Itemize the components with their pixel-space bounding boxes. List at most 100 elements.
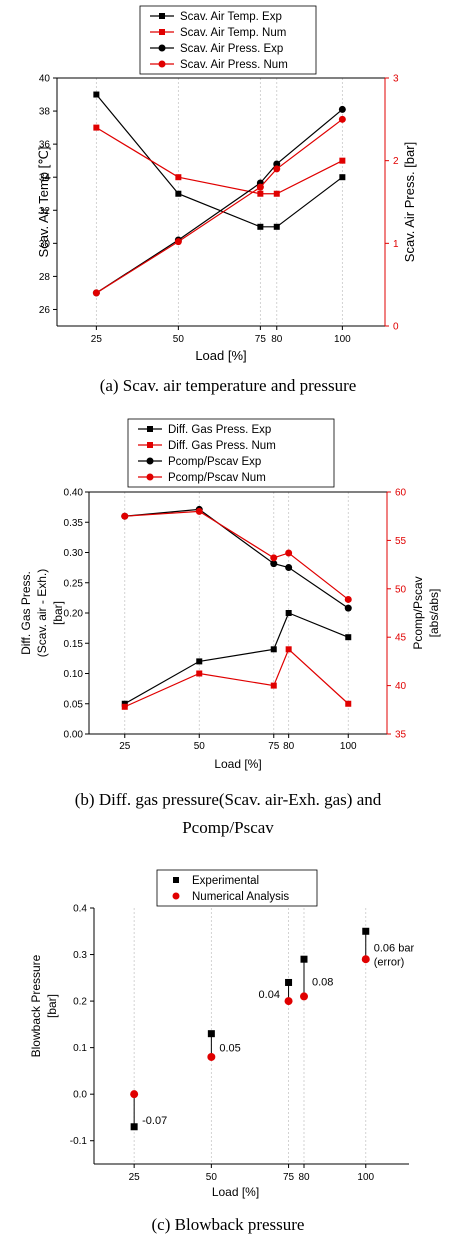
a-data-point bbox=[175, 174, 182, 181]
c-data-point bbox=[361, 955, 370, 964]
b-y-tick-label: 0.05 bbox=[64, 699, 84, 710]
a-legend-label: Scav. Air Press. Exp bbox=[180, 43, 283, 55]
a-y-tick-label: 26 bbox=[39, 305, 51, 316]
c-legend-label: Experimental bbox=[192, 875, 259, 887]
b-caption-line: (b) Diff. gas pressure(Scav. air-Exh. ga… bbox=[75, 790, 382, 809]
a-caption: (a) Scav. air temperature and pressure bbox=[100, 376, 357, 395]
b-y2-axis-label-line: Pcomp/Pscav bbox=[411, 576, 425, 649]
b-data-point bbox=[285, 610, 292, 616]
b-data-point bbox=[121, 512, 129, 520]
c-x-axis-label: Load [%] bbox=[212, 1185, 259, 1199]
b-y-tick-label: 0.10 bbox=[64, 669, 84, 680]
a-y2-tick-label: 1 bbox=[393, 239, 399, 250]
b-data-point bbox=[345, 700, 352, 707]
b-data-point bbox=[344, 604, 352, 612]
a-x-tick-label: 25 bbox=[91, 334, 103, 345]
a-data-point bbox=[256, 183, 264, 191]
a-x-tick-label: 100 bbox=[334, 334, 351, 345]
c-x-tick-label: 50 bbox=[206, 1172, 218, 1183]
b-y-axis-label-line: Diff. Gas Press. bbox=[19, 571, 33, 655]
c-data-point bbox=[130, 1123, 138, 1131]
a-series-line bbox=[95, 94, 343, 228]
b-y2-axis-label-line: [abs/abs] bbox=[427, 589, 441, 638]
b-legend-entry-1-marker bbox=[147, 442, 153, 448]
b-y2-tick-label: 60 bbox=[395, 488, 407, 499]
c-annotation-label: 0.05 bbox=[219, 1043, 240, 1055]
a-data-point bbox=[93, 91, 100, 98]
c-data-point bbox=[285, 978, 293, 986]
b-legend-label: Pcomp/Pscav Num bbox=[168, 472, 266, 484]
b-series-line bbox=[124, 612, 349, 705]
c-data-point bbox=[207, 1030, 215, 1038]
b-data-point bbox=[196, 670, 203, 677]
c-y-axis-label-line: [bar] bbox=[45, 994, 59, 1018]
b-series-line bbox=[124, 648, 349, 708]
a-data-point bbox=[338, 105, 346, 113]
a-data-point bbox=[93, 124, 100, 131]
b-series-line bbox=[124, 510, 349, 600]
a-y-tick-label: 32 bbox=[39, 206, 51, 217]
b-y2-tick-label: 35 bbox=[395, 730, 407, 741]
b-data-point bbox=[196, 658, 203, 665]
b-data-point bbox=[270, 554, 278, 562]
b-legend-entry-2-marker bbox=[146, 457, 154, 465]
b-data-point bbox=[195, 507, 203, 515]
c-y-tick-label: -0.1 bbox=[70, 1136, 88, 1147]
b-y-tick-label: 0.25 bbox=[64, 578, 84, 589]
c-x-tick-label: 75 bbox=[283, 1172, 295, 1183]
b-legend-label: Pcomp/Pscav Exp bbox=[168, 456, 261, 468]
c-y-tick-label: 0.3 bbox=[73, 950, 87, 961]
b-x-axis-label: Load [%] bbox=[214, 757, 261, 771]
b-data-point bbox=[285, 564, 293, 572]
b-x-tick-label: 100 bbox=[340, 741, 357, 752]
a-data-point bbox=[175, 190, 182, 197]
a-y-axis-label: Scav. Air Temp [℃] bbox=[36, 147, 51, 258]
a-y-tick-label: 28 bbox=[39, 272, 51, 283]
b-data-point bbox=[285, 646, 292, 653]
a-data-point bbox=[273, 223, 280, 230]
b-x-tick-label: 75 bbox=[268, 741, 280, 752]
a-data-point bbox=[273, 165, 281, 173]
a-x-axis-label: Load [%] bbox=[195, 348, 246, 363]
b-legend-label: Diff. Gas Press. Exp bbox=[168, 424, 271, 436]
b-data-point bbox=[345, 634, 352, 641]
c-data-point bbox=[207, 1052, 216, 1061]
a-data-point bbox=[339, 157, 346, 164]
c-caption: (c) Blowback pressure bbox=[152, 1215, 305, 1234]
c-x-tick-label: 25 bbox=[129, 1172, 141, 1183]
a-data-point bbox=[92, 289, 100, 297]
b-x-tick-label: 80 bbox=[283, 741, 295, 752]
c-y-tick-label: 0.1 bbox=[73, 1043, 87, 1054]
b-y-tick-label: 0.20 bbox=[64, 609, 84, 620]
c-y-axis-label-line: Blowback Pressure bbox=[29, 954, 43, 1057]
a-data-point bbox=[339, 174, 346, 181]
b-y-tick-label: 0.40 bbox=[64, 488, 84, 499]
a-y-tick-label: 36 bbox=[39, 140, 51, 151]
c-y-tick-label: 0.2 bbox=[73, 997, 87, 1008]
b-data-point bbox=[121, 703, 128, 710]
a-legend-label: Scav. Air Temp. Num bbox=[180, 27, 286, 39]
b-y-axis-label-line: [bar] bbox=[51, 601, 65, 625]
b-data-point bbox=[270, 646, 277, 653]
a-series-line bbox=[96, 127, 343, 195]
a-data-point bbox=[257, 190, 264, 197]
a-series-line bbox=[96, 108, 343, 294]
b-y-tick-label: 0.00 bbox=[64, 730, 84, 741]
c-data-point bbox=[130, 1090, 139, 1099]
a-y-tick-label: 34 bbox=[39, 173, 51, 184]
a-legend-entry-0-marker bbox=[159, 13, 165, 19]
a-x-tick-label: 50 bbox=[173, 334, 185, 345]
a-series-line bbox=[96, 118, 343, 294]
a-legend-label: Scav. Air Press. Num bbox=[180, 59, 288, 71]
b-data-point bbox=[270, 560, 278, 568]
a-legend-entry-3-marker bbox=[158, 60, 166, 68]
a-data-point bbox=[174, 238, 182, 246]
b-legend-entry-3-marker bbox=[146, 473, 154, 481]
a-data-point bbox=[273, 160, 281, 168]
a-x-tick-label: 75 bbox=[255, 334, 267, 345]
a-y2-tick-label: 2 bbox=[393, 156, 399, 167]
c-data-point bbox=[284, 997, 293, 1006]
b-data-point bbox=[285, 549, 293, 557]
b-y-tick-label: 0.15 bbox=[64, 639, 84, 650]
